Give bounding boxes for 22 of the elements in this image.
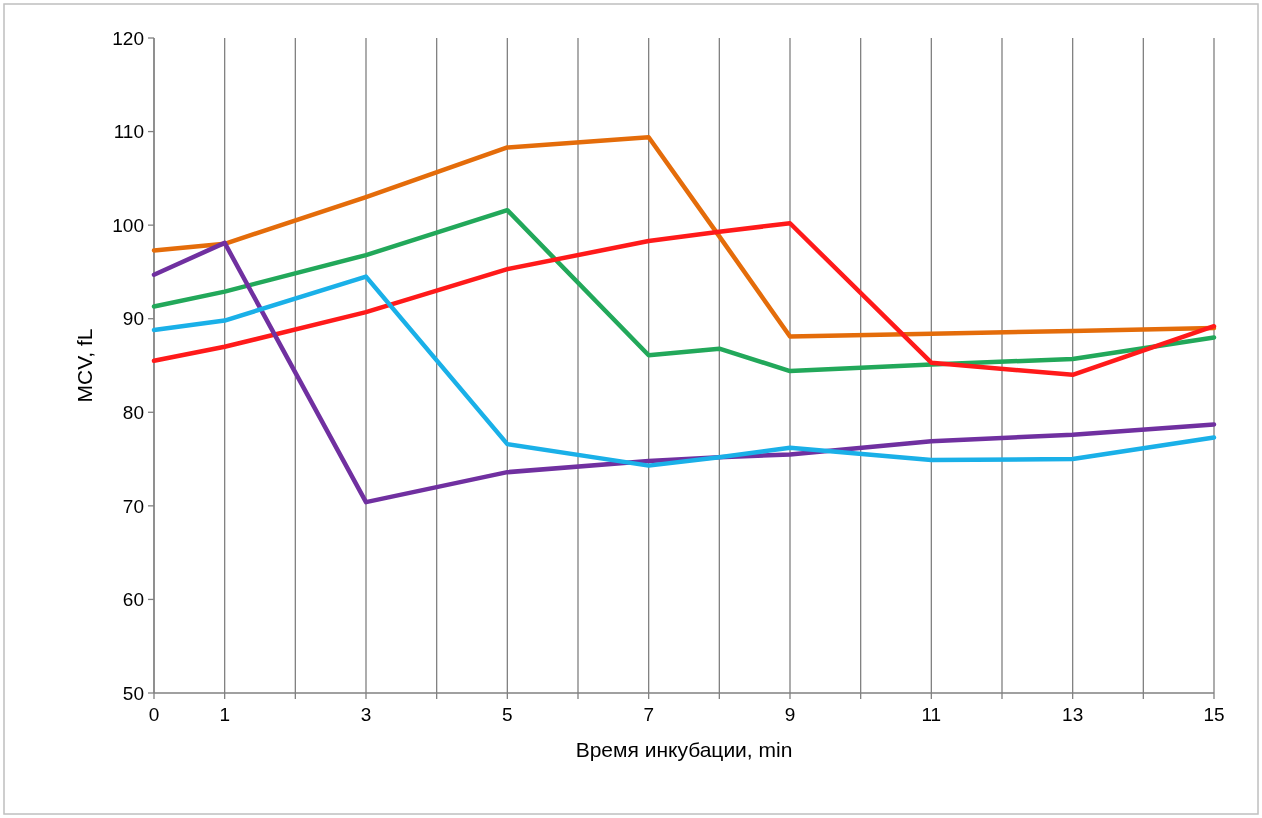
x-tick-label: 0 bbox=[148, 704, 160, 725]
x-tick-label: 1 bbox=[219, 704, 230, 725]
x-tick-label: 3 bbox=[360, 704, 372, 725]
y-tick-label: 110 bbox=[113, 121, 144, 143]
x-tick-label: 15 bbox=[1203, 704, 1225, 725]
x-tick-label: 9 bbox=[784, 704, 796, 725]
x-tick-label: 11 bbox=[921, 704, 942, 725]
y-axis-title: MCV, fL bbox=[73, 328, 96, 403]
y-tick-label: 80 bbox=[122, 401, 144, 423]
x-tick-label: 13 bbox=[1062, 704, 1084, 725]
y-tick-label: 90 bbox=[122, 308, 144, 330]
x-tick-label: 5 bbox=[502, 704, 513, 725]
x-tick-label: 7 bbox=[643, 704, 654, 725]
line-series bbox=[151, 134, 1217, 339]
y-tick-label: 70 bbox=[122, 495, 144, 517]
y-tick-label: 120 bbox=[112, 27, 144, 49]
line-series bbox=[151, 240, 1217, 505]
line-series bbox=[151, 274, 1217, 468]
x-axis-title: Время инкубации, min bbox=[575, 738, 793, 761]
y-tick-label: 60 bbox=[122, 589, 144, 611]
y-tick-label: 100 bbox=[112, 214, 144, 236]
y-tick-label: 50 bbox=[122, 682, 144, 704]
